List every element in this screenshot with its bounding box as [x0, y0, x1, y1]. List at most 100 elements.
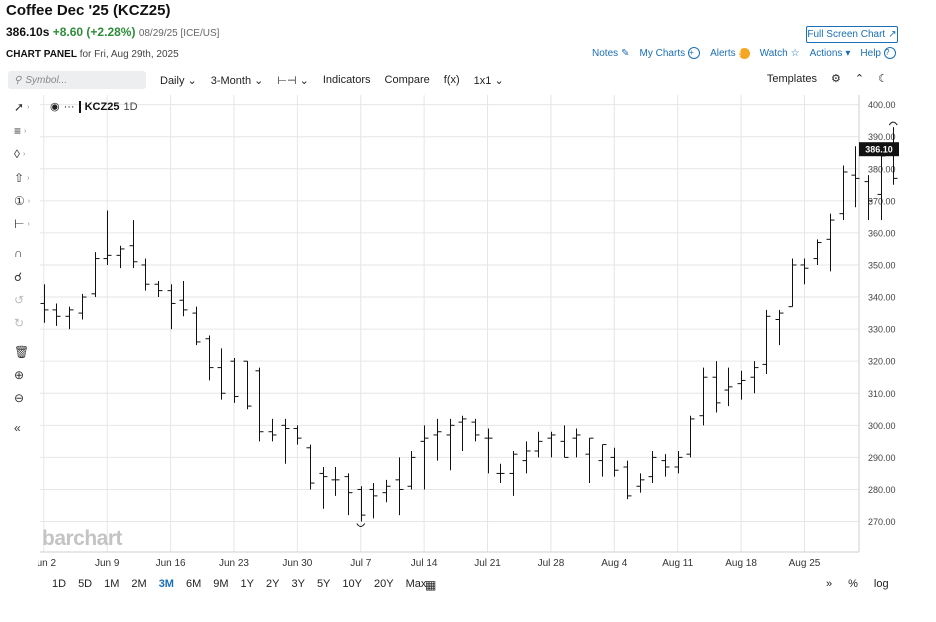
arrow-tool-icon[interactable]: ⇧ ›: [14, 171, 30, 185]
range-20y[interactable]: 20Y: [373, 578, 394, 590]
range-3m[interactable]: 3M: [158, 578, 174, 590]
chart-legend: ◉ ··· KCZ25 1D: [50, 100, 138, 113]
range-5y[interactable]: 5Y: [316, 578, 331, 590]
dark-mode-moon-icon[interactable]: ☾: [878, 73, 888, 85]
log-scale-toggle[interactable]: log: [873, 578, 889, 590]
ohlc-bar: [661, 454, 670, 477]
undo-icon[interactable]: ↺: [14, 293, 25, 307]
x-tick-label: Jun 30: [282, 558, 312, 569]
ohlc-bar: [420, 425, 429, 490]
x-tick-label: Aug 18: [725, 558, 757, 569]
range-2m[interactable]: 2M: [131, 578, 147, 590]
eye-icon[interactable]: ◉: [50, 101, 60, 113]
layout-label: 1x1: [473, 74, 492, 87]
percent-scale-toggle[interactable]: %: [848, 578, 858, 590]
collapse-sidebar-icon[interactable]: «: [14, 421, 21, 435]
ohlc-bar: [407, 450, 416, 490]
y-tick-label: 270.00: [868, 517, 896, 527]
x-tick-label: Aug 11: [662, 558, 693, 569]
collapse-up-icon[interactable]: ⌃: [854, 73, 865, 85]
ohlc-bar: [471, 418, 480, 442]
range-1d[interactable]: 1D: [52, 578, 67, 590]
x-tick-label: Aug 4: [601, 558, 628, 569]
trendline-tool-icon[interactable]: ➚ ›: [14, 100, 30, 114]
y-tick-label: 280.00: [868, 485, 896, 495]
range-max[interactable]: Max: [405, 578, 427, 590]
ohlc-bar: [141, 258, 150, 291]
ohlc-bar: [205, 335, 214, 381]
chevron-down-icon: ⌄: [299, 74, 309, 87]
caret-down-icon: ▾: [845, 47, 851, 59]
ohlc-bar: [230, 357, 239, 403]
ohlc-bar: [306, 444, 315, 490]
y-tick-label: 300.00: [868, 421, 896, 431]
ohlc-bar: [572, 428, 581, 458]
price-chart[interactable]: 270.00 280.00 290.00 300.00 310.00 320.00 330.…: [38, 95, 900, 571]
ohlc-bar: [395, 457, 404, 516]
measure-tool-icon[interactable]: ⊢ ›: [14, 217, 30, 231]
period-high-marker: [888, 121, 898, 126]
chart-type-dropdown[interactable]: ⊢⊣ ⌄: [277, 74, 308, 87]
range-dropdown[interactable]: 3-Month ⌄: [211, 74, 264, 87]
ohlc-bar: [369, 483, 378, 519]
templates-button[interactable]: Templates: [766, 72, 818, 85]
my-charts-link[interactable]: My Charts +: [640, 47, 701, 59]
ohlc-bar: [319, 467, 328, 509]
range-1m[interactable]: 1M: [104, 578, 120, 590]
ohlc-bar: [598, 444, 607, 477]
trash-icon[interactable]: 🗑: [14, 345, 30, 359]
period-dropdown[interactable]: Daily ⌄: [160, 74, 197, 87]
range-label: 3-Month: [210, 74, 252, 87]
ohlc-bar: [243, 360, 252, 410]
compare-button[interactable]: Compare: [384, 74, 430, 86]
ohlc-bar: [762, 309, 771, 375]
function-button[interactable]: f(x): [443, 74, 460, 86]
x-tick-label: Jun 2: [38, 558, 56, 569]
fibonacci-tool-icon[interactable]: ≡ ›: [14, 124, 27, 138]
more-options-icon[interactable]: ···: [63, 100, 75, 113]
x-tick-label: Jun 23: [219, 558, 249, 569]
range-5d[interactable]: 5D: [78, 578, 93, 590]
scroll-end-icon[interactable]: »: [826, 578, 833, 590]
y-tick-label: 350.00: [868, 260, 896, 270]
watch-link[interactable]: Watch ☆: [760, 48, 800, 59]
shapes-tool-icon[interactable]: ◊ ›: [14, 147, 26, 161]
ohlc-bar: [116, 245, 125, 269]
last-price-label: 386.10: [865, 145, 893, 155]
annotation-tool-icon[interactable]: ① ›: [14, 194, 31, 208]
search-placeholder: Symbol...: [25, 74, 68, 86]
ohlc-bar: [103, 210, 112, 265]
zoom-in-icon[interactable]: ⊕: [14, 368, 25, 382]
unlock-icon[interactable]: ☌: [14, 270, 23, 284]
ohlc-bar: [864, 175, 873, 221]
redo-icon[interactable]: ↻: [14, 316, 25, 330]
x-tick-label: Jul 7: [350, 558, 372, 569]
range-10y[interactable]: 10Y: [342, 578, 362, 590]
period-low-marker: [356, 523, 366, 528]
symbol-search-input[interactable]: ⚲ Symbol...: [8, 71, 146, 89]
ohlc-bar: [91, 252, 100, 298]
layout-dropdown[interactable]: 1x1 ⌄: [474, 74, 504, 87]
alerts-link[interactable]: Alerts!: [710, 47, 750, 59]
range-2y[interactable]: 2Y: [266, 578, 280, 590]
range-6m[interactable]: 6M: [185, 578, 202, 590]
range-9m[interactable]: 9M: [213, 578, 229, 590]
edit-icon: ✎: [621, 47, 630, 59]
indicators-button[interactable]: Indicators: [322, 74, 371, 86]
calendar-icon[interactable]: ▦: [425, 578, 437, 592]
help-link[interactable]: Help?: [860, 47, 896, 59]
legend-timeframe: 1D: [123, 100, 138, 113]
range-1y[interactable]: 1Y: [240, 578, 254, 590]
zoom-out-icon[interactable]: ⊖: [14, 391, 25, 405]
magnet-icon[interactable]: ∩: [14, 246, 23, 260]
range-3y[interactable]: 3Y: [291, 578, 305, 590]
settings-gear-icon[interactable]: ⚙: [831, 73, 841, 85]
ohlc-bar: [433, 418, 442, 461]
full-screen-chart-button[interactable]: Full Screen Chart ↗: [806, 26, 898, 43]
notes-link[interactable]: Notes ✎: [592, 48, 630, 59]
plus-circle-icon: +: [688, 47, 701, 59]
ohlc-bar: [851, 146, 860, 208]
ohlc-bar: [648, 450, 657, 484]
ohlc-bar: [509, 450, 518, 496]
actions-menu[interactable]: Actions ▾: [810, 48, 851, 59]
